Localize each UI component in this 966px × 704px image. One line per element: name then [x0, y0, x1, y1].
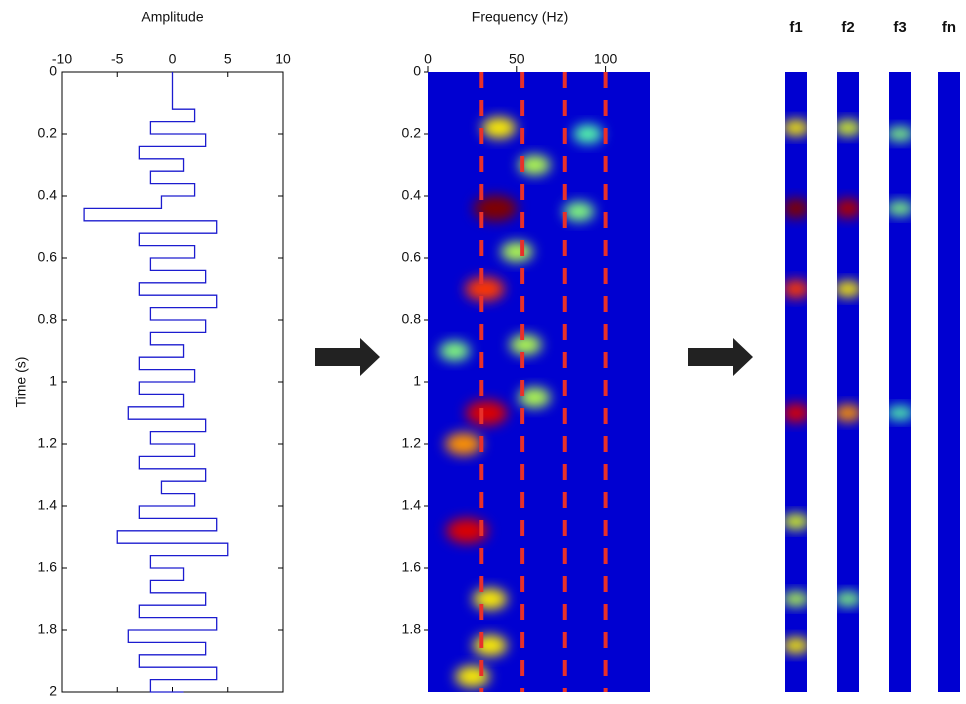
arrow	[688, 338, 753, 376]
y-tick-label: 1.2	[38, 435, 58, 451]
y-tick-label: 1.6	[38, 559, 58, 575]
y-tick-label: 1.6	[402, 559, 422, 575]
x-tick-label: 0	[169, 51, 177, 67]
trace	[83, 72, 229, 693]
hotspot	[473, 195, 518, 222]
x-axis-title: Frequency (Hz)	[472, 9, 568, 25]
hotspots	[439, 117, 603, 688]
hotspot	[785, 403, 807, 423]
slice	[837, 72, 859, 692]
hotspot	[518, 387, 551, 408]
slice-hotspots	[889, 126, 911, 420]
hotspot	[837, 198, 859, 219]
y-tick-label: 0.4	[38, 187, 58, 203]
slice-label: f1	[789, 19, 802, 36]
x-tick-label: 50	[509, 51, 525, 67]
hotspot	[500, 241, 533, 262]
hotspot	[563, 201, 595, 222]
hotspot	[439, 341, 471, 361]
y-tick-label: 1	[413, 373, 421, 389]
slice	[785, 72, 807, 692]
slice	[938, 72, 960, 692]
slice-hotspots	[785, 119, 807, 654]
x-tick-label: 10	[275, 51, 291, 67]
x-axis-title: Amplitude	[141, 9, 203, 25]
slice-label: f2	[841, 19, 854, 36]
y-tick-label: 1.4	[402, 497, 422, 513]
y-tick-label: 0	[49, 63, 57, 79]
y-tick-label: 1.8	[402, 621, 422, 637]
y-tick-label: 1.2	[402, 435, 422, 451]
hotspot	[785, 198, 807, 219]
hotspot	[465, 277, 505, 301]
hotspot	[573, 124, 603, 144]
hotspot	[837, 281, 859, 297]
spectrogram-background	[428, 72, 650, 692]
x-tick-label: 5	[224, 51, 232, 67]
hotspot	[837, 591, 859, 607]
hotspot	[785, 591, 807, 607]
hotspot	[472, 588, 508, 610]
hotspot	[889, 201, 911, 216]
hotspot	[837, 120, 859, 136]
y-tick-label: 0.6	[38, 249, 58, 265]
x-tick-label: 0	[424, 51, 432, 67]
hotspot	[889, 406, 911, 420]
hotspot	[445, 432, 482, 456]
hotspot	[509, 334, 542, 355]
hotspot	[785, 513, 807, 530]
hotspot	[465, 400, 508, 426]
x-tick-label: -5	[111, 51, 124, 67]
hotspot	[837, 404, 859, 422]
y-tick-label: 0.4	[402, 187, 422, 203]
hotspot	[889, 126, 911, 142]
hotspot	[455, 665, 490, 688]
y-tick-label: 1	[49, 373, 57, 389]
slice-hotspots	[837, 120, 859, 607]
x-tick-label: -10	[52, 51, 72, 67]
y-tick-label: 0.8	[38, 311, 58, 327]
y-tick-label: 2	[49, 683, 57, 699]
y-axis-title: Time (s)	[13, 357, 29, 408]
hotspot	[785, 119, 807, 136]
y-tick-label: 1.8	[38, 621, 58, 637]
y-tick-label: 0.2	[38, 125, 58, 141]
hotspot	[785, 280, 807, 298]
hotspot	[472, 634, 508, 657]
y-tick-label: 1.4	[38, 497, 58, 513]
y-tick-label: 0.6	[402, 249, 422, 265]
slice-label: f3	[893, 19, 906, 36]
slice	[889, 72, 911, 692]
hotspot	[446, 518, 488, 544]
hotspot	[785, 637, 807, 654]
y-tick-label: 0.8	[402, 311, 422, 327]
hotspot	[518, 155, 551, 175]
arrow	[315, 338, 380, 376]
x-tick-label: 100	[594, 51, 618, 67]
y-tick-label: 0	[413, 63, 421, 79]
slice-label: fn	[942, 19, 956, 36]
y-tick-label: 0.2	[402, 125, 422, 141]
hotspot	[481, 117, 517, 139]
